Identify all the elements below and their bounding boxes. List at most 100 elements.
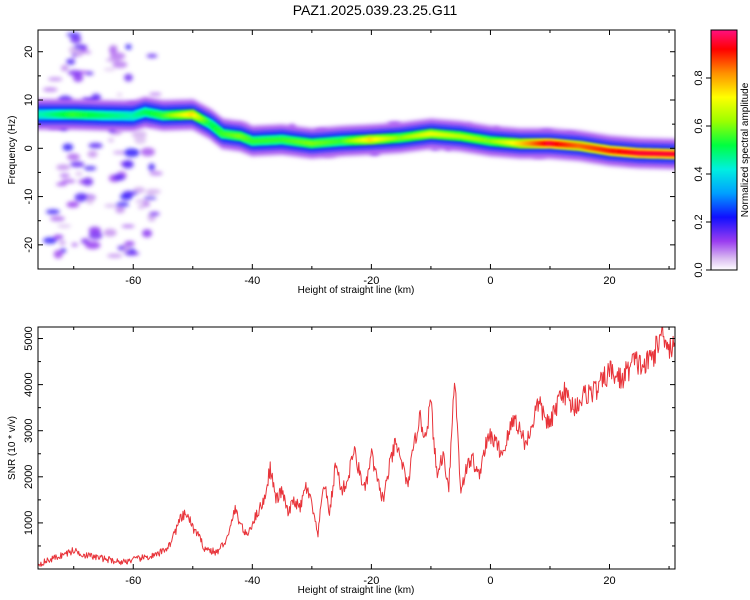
noise-blob: [86, 196, 94, 205]
snr-ytick-label: 3000: [23, 418, 35, 442]
noise-blob: [56, 164, 71, 171]
spectrogram-xtick-label: -60: [125, 275, 141, 287]
snr-ylabel: SNR (10 * v/v): [7, 416, 18, 480]
spectrogram-ticks: -60 -40 -20 0 20 20 10 0 -10 -20: [23, 30, 675, 287]
noise-blob: [74, 193, 88, 202]
snr-ytick-label: 4000: [23, 372, 35, 396]
spectrogram-frame: [37, 29, 676, 270]
colorbar-tick-label: 0.4: [693, 166, 705, 181]
noise-blob: [149, 211, 160, 217]
noise-blob: [66, 201, 80, 208]
snr-xtick-label: 0: [487, 575, 493, 587]
noise-blob: [82, 177, 94, 186]
colorbar-tick-label: 0.6: [693, 118, 705, 133]
noise-blob: [115, 206, 125, 214]
snr-xtick-label: -40: [244, 575, 260, 587]
noise-blob: [148, 163, 155, 172]
noise-blob: [84, 50, 92, 54]
noise-blob: [124, 73, 133, 82]
noise-blob: [91, 93, 102, 103]
ridge-peak: [38, 109, 675, 157]
noise-blob: [140, 147, 155, 157]
snr-frame: [37, 326, 676, 570]
noise-blob: [116, 92, 123, 97]
colorbar-tick-label: 0.0: [693, 262, 705, 277]
snr-xlabel: Height of straight line (km): [298, 585, 415, 596]
snr-xtick-label: -20: [363, 575, 379, 587]
noise-blob: [59, 173, 70, 178]
colorbar: 0.0 0.2 0.4 0.6 0.8 Normalized spectral ampl…: [693, 29, 750, 278]
snr-xtick-label: -60: [125, 575, 141, 587]
noise-blob: [42, 87, 58, 92]
noise-blob: [67, 69, 82, 76]
noise-blob: [66, 153, 80, 161]
noise-blob: [146, 188, 161, 195]
noise-blob: [69, 161, 85, 168]
noise-blob: [43, 237, 58, 244]
noise-blob: [66, 58, 76, 65]
noise-blob: [62, 143, 74, 152]
noise-blob: [57, 224, 72, 228]
noise-blob: [48, 77, 63, 82]
noise-blob: [104, 204, 117, 208]
spectrogram-ytick-label: 20: [23, 46, 35, 58]
noise-blob: [58, 240, 66, 246]
spectrogram-xlabel: Height of straight line (km): [298, 285, 415, 296]
noise-blob: [117, 245, 126, 251]
noise-blob: [49, 216, 65, 222]
snr-xtick-label: 20: [603, 575, 615, 587]
noise-blob: [88, 142, 103, 149]
noise-blob: [107, 138, 115, 143]
ridge-blob: [671, 151, 675, 157]
noise-blob: [112, 151, 127, 155]
spectrogram-image: [38, 32, 675, 259]
chart-title: PAZ1.2025.039.23.25.G11: [292, 2, 458, 18]
snr-ytick-label: 5000: [23, 326, 35, 350]
noise-blob: [112, 61, 128, 69]
noise-blob: [45, 209, 60, 215]
spectrogram-panel: -60 -40 -20 0 20 20 10 0 -10 -20 Height of straig…: [7, 29, 676, 296]
spectrogram-xtick-label: -40: [244, 275, 260, 287]
noise-blob: [124, 241, 135, 247]
noise-blob: [75, 171, 83, 176]
colorbar-tick-label: 0.2: [693, 214, 705, 229]
noise-blob: [103, 228, 117, 237]
noise-blob: [66, 32, 81, 37]
colorbar-label: Normalized spectral amplitude: [740, 82, 750, 217]
colorbar-tick-label: 0.8: [693, 70, 705, 85]
noise-blob: [137, 204, 145, 210]
noise-blob: [105, 58, 121, 62]
noise-blob: [103, 67, 116, 71]
noise-blob: [73, 44, 88, 50]
noise-blob: [148, 92, 162, 96]
snr-series-line: [38, 327, 675, 567]
noise-blob: [83, 165, 97, 171]
snr-panel: -60 -40 -20 0 20 1000 2000 3000 4000 5000 Height …: [7, 326, 676, 596]
spectrogram-xtick-label: 20: [603, 275, 615, 287]
noise-blob: [123, 148, 140, 157]
spectrogram-ytick-label: -20: [23, 237, 35, 253]
noise-blob: [125, 44, 132, 50]
colorbar-gradient: [710, 29, 738, 271]
noise-blob: [149, 171, 163, 176]
noise-blob: [53, 249, 63, 259]
snr-ticks: -60 -40 -20 0 20 1000 2000 3000 4000 5000: [23, 326, 675, 587]
noise-blob: [71, 242, 79, 247]
noise-blob: [53, 234, 64, 240]
noise-blob: [60, 64, 69, 72]
spectrogram-ytick-label: 0: [23, 145, 35, 151]
noise-blob: [106, 253, 123, 258]
colorbar-ticks: 0.0 0.2 0.4 0.6 0.8: [693, 70, 711, 278]
noise-blob: [122, 160, 134, 169]
spectrogram-xtick-label: 0: [487, 275, 493, 287]
noise-blob: [146, 53, 158, 58]
noise-blob: [56, 182, 68, 186]
noise-blob: [85, 241, 101, 250]
noise-blob: [87, 150, 98, 158]
noise-blob: [88, 226, 101, 234]
noise-blob: [131, 130, 147, 139]
spectrogram-ytick-label: -10: [23, 189, 35, 205]
noise-blob: [80, 238, 90, 244]
spectrogram-xtick-label: -20: [363, 275, 379, 287]
